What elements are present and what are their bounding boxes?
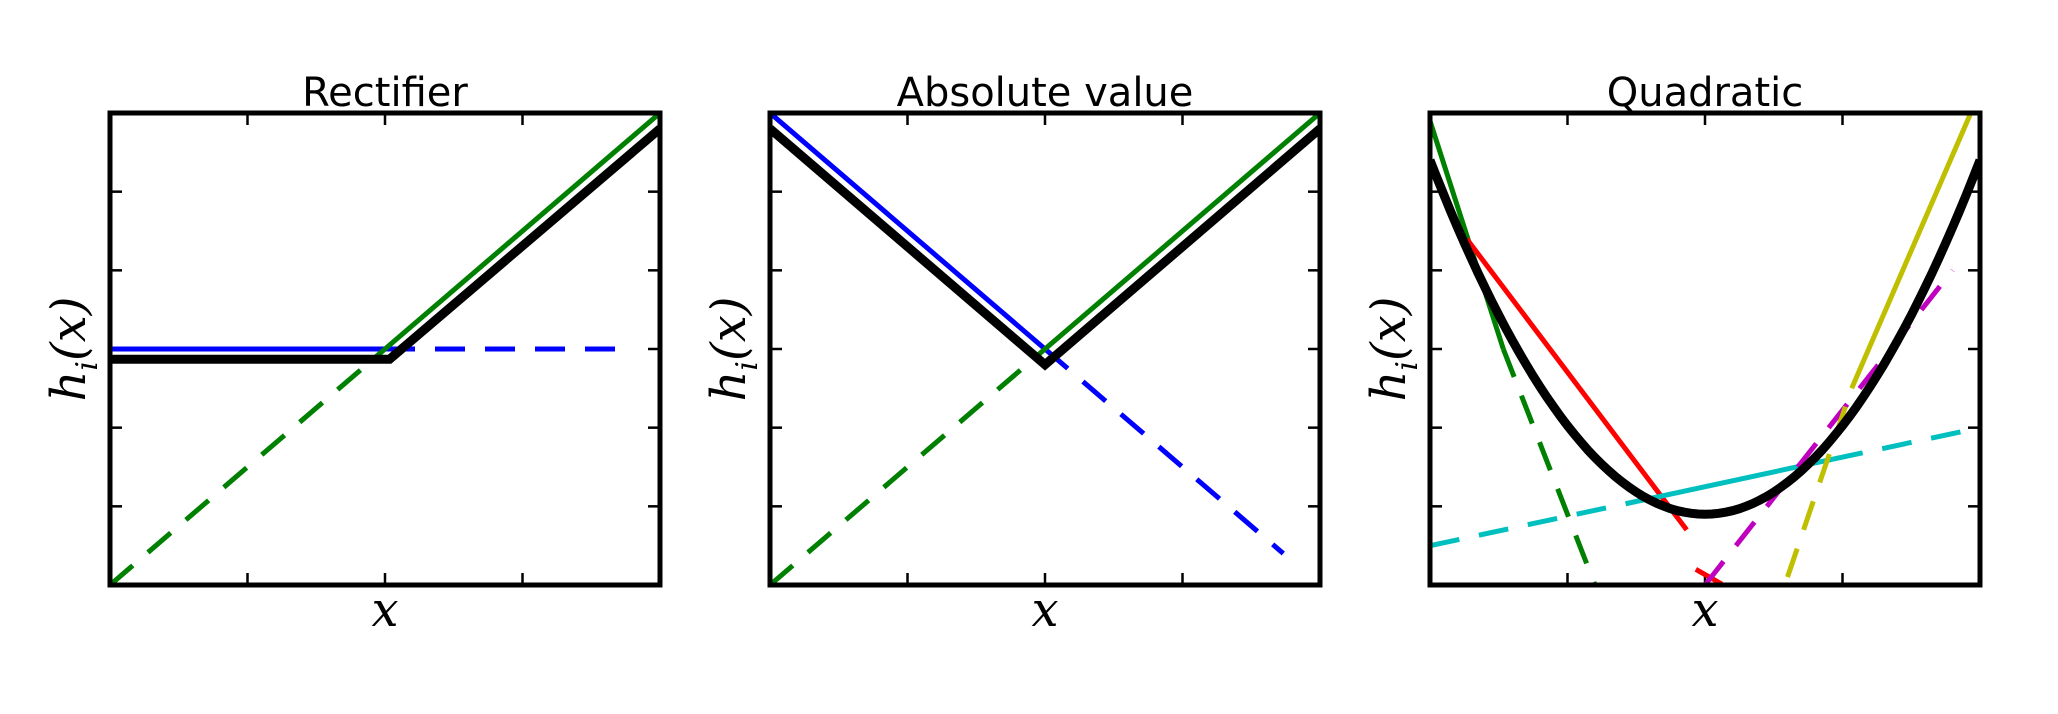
series-line-9 — [1785, 387, 1855, 578]
series-line-0 — [1430, 120, 1506, 350]
series-line-2 — [1464, 237, 1689, 532]
series-line-4 — [110, 125, 660, 364]
plot-lines — [110, 113, 660, 585]
y-axis-label: hi(x) — [701, 296, 765, 401]
series-line-1 — [1043, 347, 1285, 556]
chart-title: Absolute value — [897, 70, 1194, 116]
rectifier-chart: Rectifier x hi(x) — [41, 70, 663, 638]
plot-lines — [770, 113, 1320, 585]
series-line-8 — [1849, 113, 1974, 390]
plot-border — [767, 110, 1323, 588]
series-line-3 — [110, 347, 387, 585]
plot-lines — [1430, 113, 1980, 585]
series-line-6 — [1832, 425, 1980, 462]
series-line-2 — [1043, 113, 1320, 351]
series-line-7 — [1703, 268, 1955, 585]
chart-title: Rectifier — [302, 70, 468, 116]
series-line-10 — [1430, 158, 1980, 519]
series-line-3 — [770, 347, 1047, 585]
series-line-5 — [1430, 496, 1651, 549]
chart-title: Quadratic — [1607, 70, 1803, 116]
plot-border — [1427, 110, 1983, 588]
x-axis-label: x — [371, 582, 398, 638]
series-line-4 — [770, 125, 1320, 371]
y-axis-label: hi(x) — [41, 296, 105, 401]
plot-border — [107, 110, 663, 588]
series-line-2 — [383, 113, 660, 351]
series-line-1 — [1500, 348, 1598, 585]
absolute-value-chart: Absolute value x hi(x) — [701, 70, 1323, 638]
y-axis-label: hi(x) — [1361, 296, 1425, 401]
quadratic-chart: Quadratic x hi(x) — [1361, 70, 1983, 638]
series-line-0 — [770, 113, 1047, 351]
x-axis-label: x — [1031, 582, 1058, 638]
x-axis-label: x — [1691, 582, 1718, 638]
